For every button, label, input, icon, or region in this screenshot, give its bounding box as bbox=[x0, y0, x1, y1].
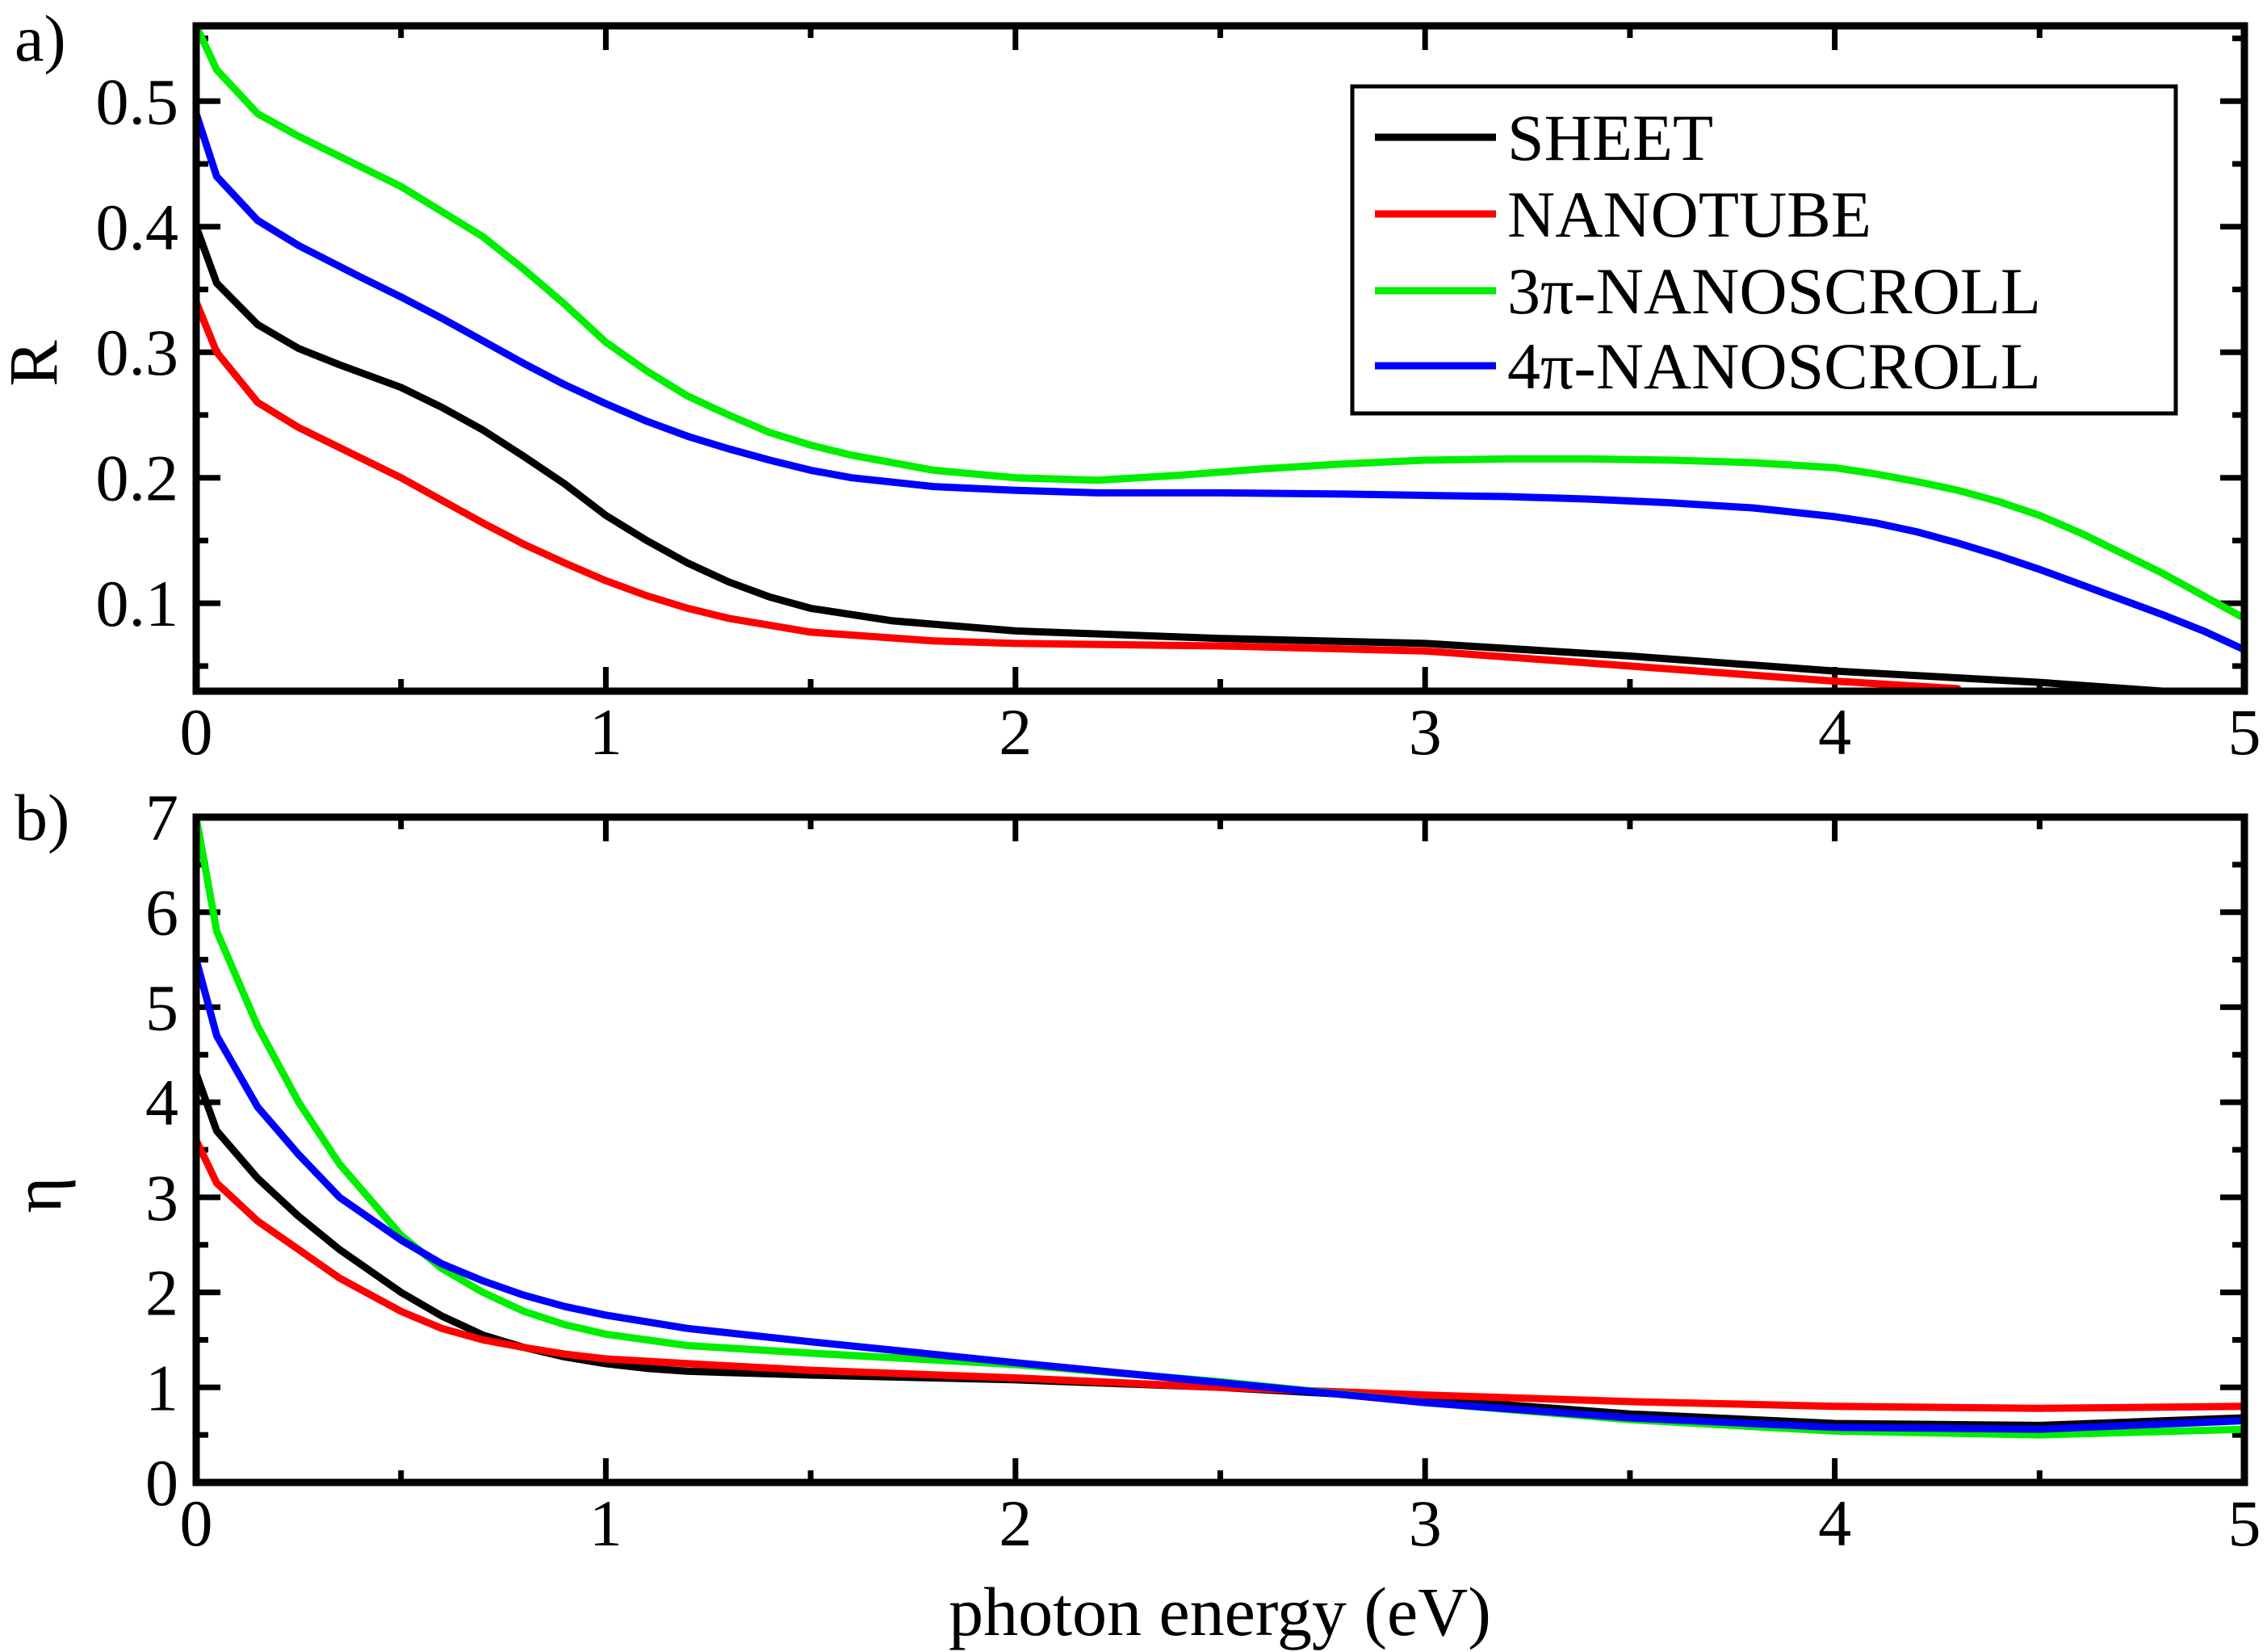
series-line-sheet-a bbox=[192, 223, 2166, 695]
series-line-nanotube-b bbox=[192, 1136, 2248, 1412]
panel-a-plot-area bbox=[192, 22, 2248, 695]
y-tick-label-b: 3 bbox=[145, 1161, 178, 1235]
panel-b-frame bbox=[192, 813, 2248, 1486]
y-tick-label-b: 0 bbox=[145, 1446, 178, 1520]
y-tick-label-b: 2 bbox=[145, 1256, 178, 1330]
y-tick-label-a: 0.4 bbox=[96, 191, 179, 264]
panel-label-a: a) bbox=[15, 2, 66, 75]
x-axis-title: photon energy (eV) bbox=[949, 1573, 1491, 1650]
x-tick-label-b: 3 bbox=[1409, 1486, 1442, 1560]
reflectance-panel: a) R 0 1 2 3 4 5 0.1 0.2 0.3 0.4 0.5 SHEET NANOTUB… bbox=[0, 2, 2261, 769]
x-tick-label-a: 1 bbox=[589, 695, 622, 769]
y-tick-label-b: 1 bbox=[145, 1351, 178, 1424]
x-tick-label-b: 1 bbox=[589, 1486, 622, 1560]
panel-b-plot-area bbox=[192, 813, 2248, 1439]
y-axis-title-a: R bbox=[0, 340, 72, 387]
legend: SHEET NANOTUBE 3π-NANOSCROLL 4π-NANOSCRO… bbox=[1350, 84, 2178, 416]
x-tick-label-a: 5 bbox=[2228, 695, 2261, 769]
x-tick-label-a: 0 bbox=[180, 695, 213, 769]
x-tick-label-b: 2 bbox=[999, 1486, 1032, 1560]
legend-label-sheet: SHEET bbox=[1507, 101, 1713, 174]
x-tick-label-a: 4 bbox=[1818, 695, 1851, 769]
y-tick-label-b: 6 bbox=[145, 876, 178, 950]
series-line-sheet-b bbox=[192, 1070, 2248, 1429]
y-tick-label-b: 4 bbox=[145, 1066, 178, 1139]
panel-a-tick-labels: 0 1 2 3 4 5 0.1 0.2 0.3 0.4 0.5 bbox=[96, 65, 2261, 769]
y-tick-label-a: 0.2 bbox=[96, 442, 179, 515]
series-line-nanotube-a bbox=[192, 298, 1962, 693]
panel-label-b: b) bbox=[15, 781, 69, 854]
series-line-4pi-nanoscroll-b bbox=[192, 956, 2248, 1433]
series-line-3pi-nanoscroll-a bbox=[192, 22, 2248, 623]
y-axis-title-b: η bbox=[0, 1177, 76, 1214]
x-tick-label-b: 0 bbox=[180, 1486, 213, 1560]
y-tick-label-a: 0.5 bbox=[96, 65, 179, 138]
legend-label-4pi-nanoscroll: 4π-NANOSCROLL bbox=[1507, 329, 2041, 403]
y-tick-label-a: 0.3 bbox=[96, 316, 179, 389]
y-tick-label-b: 7 bbox=[145, 781, 178, 854]
x-tick-label-a: 3 bbox=[1409, 695, 1442, 769]
series-line-4pi-nanoscroll-a bbox=[192, 110, 2248, 654]
x-tick-label-b: 5 bbox=[2228, 1486, 2261, 1560]
x-tick-label-a: 2 bbox=[999, 695, 1032, 769]
legend-label-3pi-nanoscroll: 3π-NANOSCROLL bbox=[1507, 254, 2041, 328]
legend-label-nanotube: NANOTUBE bbox=[1507, 178, 1871, 251]
x-tick-label-b: 4 bbox=[1818, 1486, 1851, 1560]
y-tick-label-b: 5 bbox=[145, 971, 178, 1044]
panel-a-frame bbox=[192, 22, 2248, 695]
y-tick-label-a: 0.1 bbox=[96, 567, 179, 640]
